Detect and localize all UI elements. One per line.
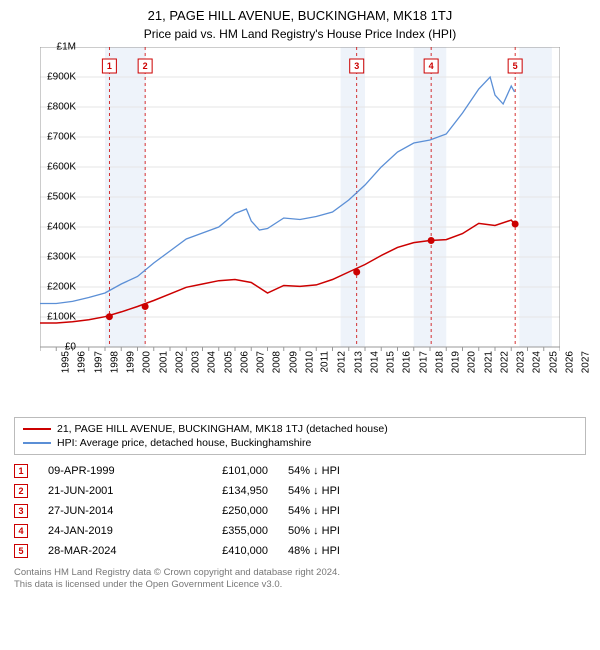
svg-text:3: 3	[354, 61, 359, 71]
x-tick-label: 2002	[174, 351, 185, 373]
x-tick-label: 2026	[564, 351, 575, 373]
x-tick-label: 2015	[385, 351, 396, 373]
x-tick-label: 2010	[304, 351, 315, 373]
x-tick-label: 2006	[239, 351, 250, 373]
footer-line-1: Contains HM Land Registry data © Crown c…	[14, 567, 586, 579]
svg-text:5: 5	[513, 61, 518, 71]
x-tick-label: 2012	[337, 351, 348, 373]
x-tick-label: 2024	[532, 351, 543, 373]
x-tick-label: 1999	[125, 351, 136, 373]
y-tick-label: £500K	[36, 192, 76, 203]
y-tick-label: £300K	[36, 252, 76, 263]
x-tick-label: 2004	[207, 351, 218, 373]
svg-text:4: 4	[429, 61, 434, 71]
x-tick-label: 2018	[434, 351, 445, 373]
sales-row: 5 28-MAR-2024 £410,000 48% ↓ HPI	[14, 541, 586, 561]
sale-pct: 54% ↓ HPI	[288, 465, 408, 477]
y-tick-label: £700K	[36, 132, 76, 143]
footer-attribution: Contains HM Land Registry data © Crown c…	[14, 567, 586, 592]
svg-text:2: 2	[143, 61, 148, 71]
y-tick-label: £900K	[36, 72, 76, 83]
sale-pct: 50% ↓ HPI	[288, 525, 408, 537]
x-tick-label: 2021	[483, 351, 494, 373]
sale-marker-box: 1	[14, 464, 28, 478]
x-tick-label: 1995	[60, 351, 71, 373]
sale-date: 28-MAR-2024	[48, 545, 158, 557]
sale-price: £250,000	[178, 505, 268, 517]
x-tick-label: 2008	[272, 351, 283, 373]
legend-swatch	[23, 442, 51, 444]
line-chart-svg: 1 2 3 4 5	[40, 47, 560, 377]
y-tick-label: £800K	[36, 102, 76, 113]
sale-price: £410,000	[178, 545, 268, 557]
x-tick-label: 2009	[288, 351, 299, 373]
sale-date: 09-APR-1999	[48, 465, 158, 477]
x-tick-label: 2013	[353, 351, 364, 373]
chart-container: 21, PAGE HILL AVENUE, BUCKINGHAM, MK18 1…	[0, 0, 600, 650]
y-tick-label: £200K	[36, 282, 76, 293]
x-tick-label: 2020	[467, 351, 478, 373]
sale-price: £134,950	[178, 485, 268, 497]
x-tick-label: 2014	[369, 351, 380, 373]
x-tick-label: 2019	[450, 351, 461, 373]
svg-text:1: 1	[107, 61, 112, 71]
x-tick-label: 2017	[418, 351, 429, 373]
sale-date: 21-JUN-2001	[48, 485, 158, 497]
sale-pct: 54% ↓ HPI	[288, 485, 408, 497]
x-tick-label: 2003	[190, 351, 201, 373]
sale-marker-box: 5	[14, 544, 28, 558]
legend-swatch	[23, 428, 51, 430]
x-tick-label: 2022	[499, 351, 510, 373]
sale-date: 24-JAN-2019	[48, 525, 158, 537]
sale-marker-box: 4	[14, 524, 28, 538]
x-tick-label: 2007	[255, 351, 266, 373]
y-tick-label: £600K	[36, 162, 76, 173]
sales-row: 1 09-APR-1999 £101,000 54% ↓ HPI	[14, 461, 586, 481]
x-tick-label: 2001	[158, 351, 169, 373]
sales-table: 1 09-APR-1999 £101,000 54% ↓ HPI 2 21-JUN-200…	[14, 461, 586, 561]
y-tick-label: £1M	[36, 42, 76, 53]
sale-price: £355,000	[178, 525, 268, 537]
sales-row: 3 27-JUN-2014 £250,000 54% ↓ HPI	[14, 501, 586, 521]
x-tick-label: 2011	[320, 351, 331, 373]
sale-pct: 54% ↓ HPI	[288, 505, 408, 517]
sale-price: £101,000	[178, 465, 268, 477]
sales-row: 4 24-JAN-2019 £355,000 50% ↓ HPI	[14, 521, 586, 541]
legend-label: HPI: Average price, detached house, Buck…	[57, 437, 311, 449]
x-tick-label: 2005	[223, 351, 234, 373]
footer-line-2: This data is licensed under the Open Gov…	[14, 579, 586, 591]
x-tick-label: 1996	[77, 351, 88, 373]
y-tick-label: £100K	[36, 312, 76, 323]
x-tick-label: 2025	[548, 351, 559, 373]
y-tick-label: £400K	[36, 222, 76, 233]
x-tick-label: 1997	[93, 351, 104, 373]
sale-pct: 48% ↓ HPI	[288, 545, 408, 557]
legend-label: 21, PAGE HILL AVENUE, BUCKINGHAM, MK18 1…	[57, 423, 388, 435]
sales-row: 2 21-JUN-2001 £134,950 54% ↓ HPI	[14, 481, 586, 501]
chart-subtitle: Price paid vs. HM Land Registry's House …	[0, 23, 600, 47]
legend-row: 21, PAGE HILL AVENUE, BUCKINGHAM, MK18 1…	[23, 422, 577, 436]
sale-marker-box: 3	[14, 504, 28, 518]
x-tick-label: 2016	[402, 351, 413, 373]
chart-title: 21, PAGE HILL AVENUE, BUCKINGHAM, MK18 1…	[0, 0, 600, 23]
x-tick-label: 2023	[515, 351, 526, 373]
x-tick-label: 1998	[109, 351, 120, 373]
sale-date: 27-JUN-2014	[48, 505, 158, 517]
legend-box: 21, PAGE HILL AVENUE, BUCKINGHAM, MK18 1…	[14, 417, 586, 455]
legend-row: HPI: Average price, detached house, Buck…	[23, 436, 577, 450]
chart-area: 12345 £0£100K£200K£300K£400K£500K£600K£7…	[40, 47, 600, 377]
x-tick-label: 2000	[142, 351, 153, 373]
sale-marker-box: 2	[14, 484, 28, 498]
x-tick-label: 2027	[580, 351, 591, 373]
